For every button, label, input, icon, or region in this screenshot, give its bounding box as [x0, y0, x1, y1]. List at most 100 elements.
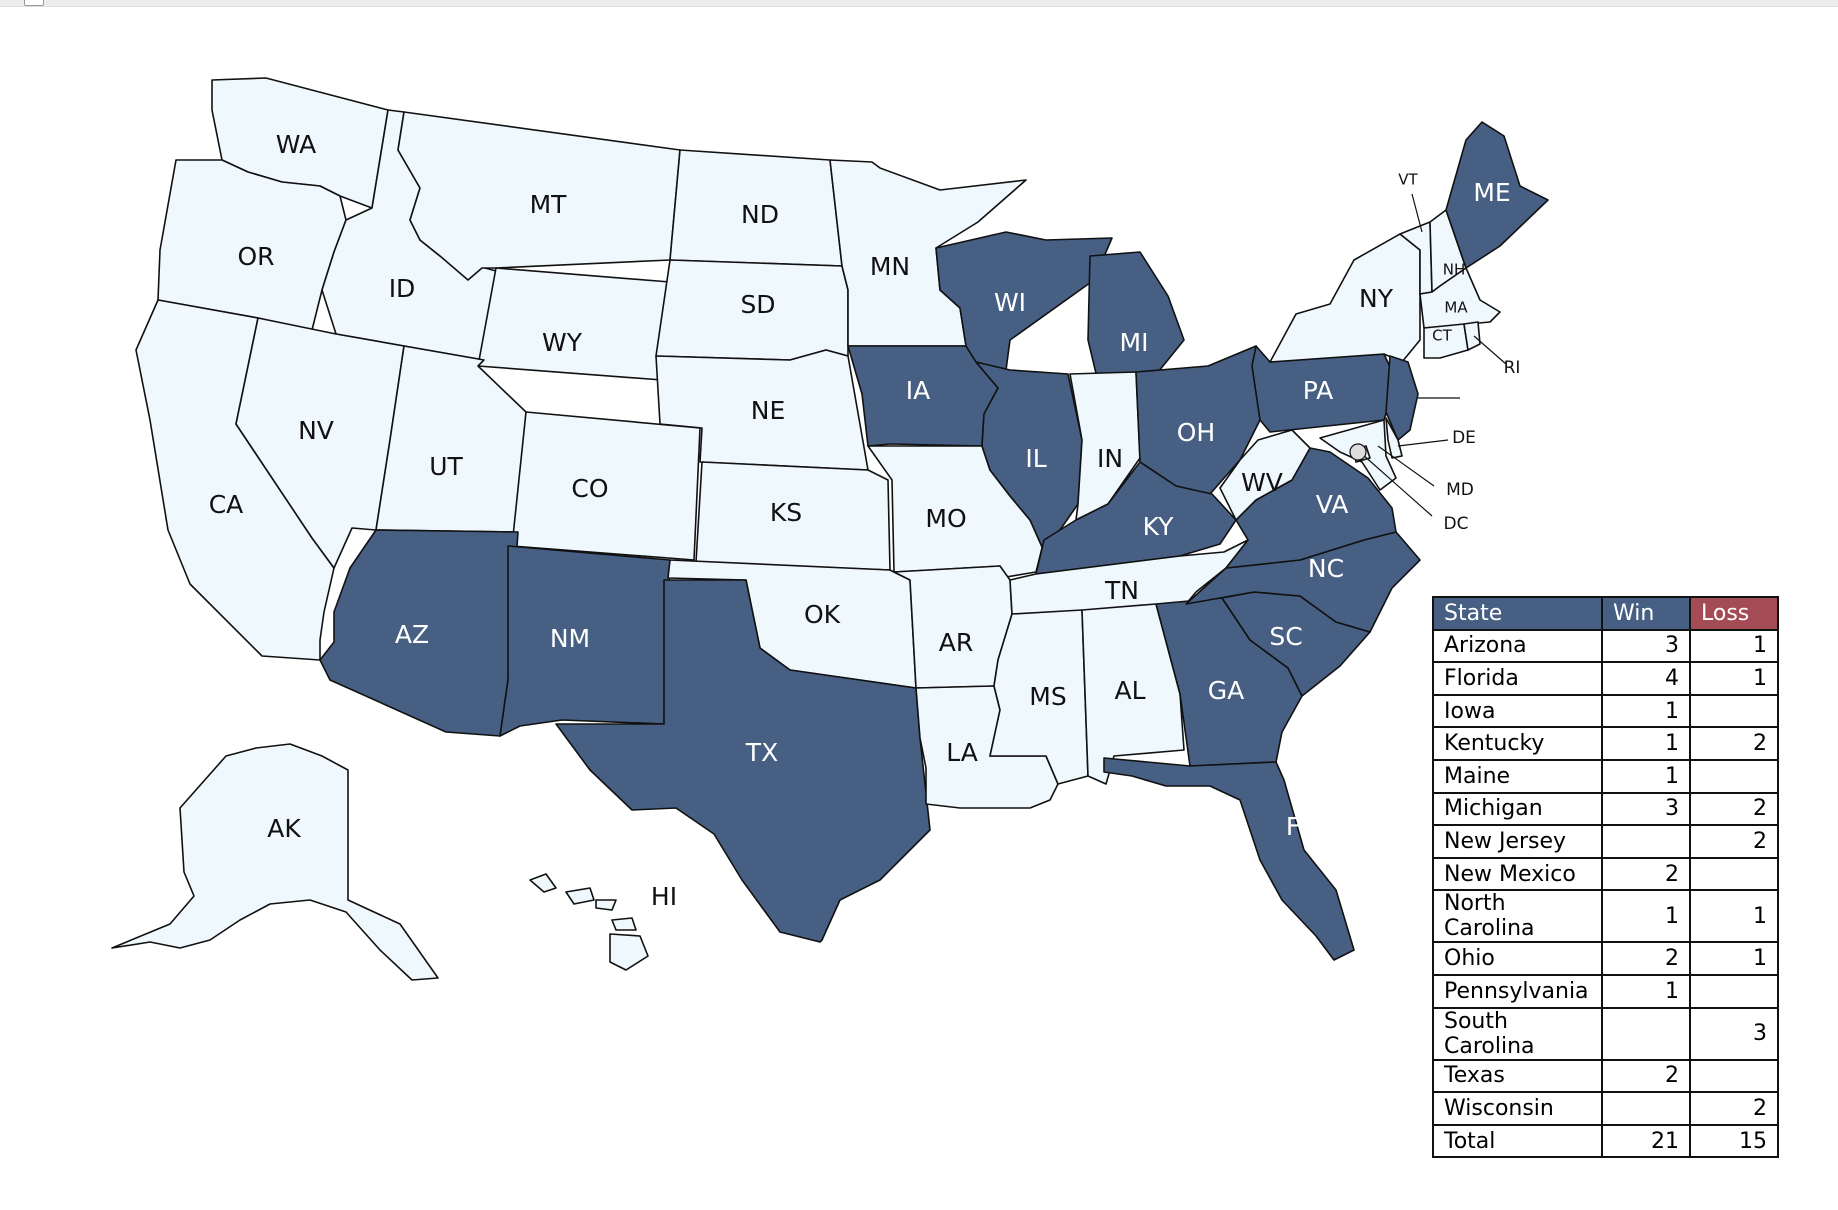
- state-label-tx: TX: [745, 738, 778, 767]
- state-hi: [529, 873, 649, 971]
- state-name-cell: Texas: [1432, 1058, 1603, 1094]
- win-count-cell: 3: [1601, 628, 1691, 664]
- state-label-de: DE: [1452, 428, 1476, 448]
- state-label-ct: CT: [1432, 327, 1452, 345]
- table-row: Michigan 3 2: [1432, 791, 1779, 827]
- state-name-cell: South Carolina: [1432, 1006, 1603, 1061]
- state-label-sd: SD: [740, 290, 775, 319]
- win-count-cell: 3: [1601, 791, 1691, 827]
- state-label-ut: UT: [429, 452, 463, 481]
- win-loss-table: State Win Loss Arizona 3 1 Florida 4 1 Iowa 1 Ke…: [1432, 596, 1779, 1159]
- state-label-az: AZ: [395, 620, 429, 649]
- state-label-ri: RI: [1504, 358, 1521, 378]
- state-label-me: ME: [1473, 178, 1510, 207]
- state-wy: [477, 267, 671, 381]
- state-label-il: IL: [1025, 444, 1046, 473]
- state-label-ok: OK: [804, 600, 841, 629]
- win-count-cell: 1: [1601, 973, 1691, 1009]
- loss-count-cell: [1689, 758, 1779, 794]
- state-name-cell: Florida: [1432, 661, 1603, 696]
- state-label-wv: WV: [1241, 468, 1283, 497]
- state-label-oh: OH: [1177, 418, 1215, 447]
- state-label-pa: PA: [1303, 376, 1334, 405]
- state-label-ms: MS: [1029, 682, 1066, 711]
- state-ks: [695, 461, 891, 571]
- state-name-cell: New Jersey: [1432, 824, 1603, 859]
- table-row: Ohio 2 1: [1432, 941, 1779, 976]
- state-name-cell: Maine: [1432, 758, 1603, 794]
- state-co: [511, 411, 701, 561]
- table-header-row: State Win Loss: [1432, 596, 1779, 631]
- table-row: Pennsylvania 1: [1432, 973, 1779, 1009]
- state-label-nj: NJ: [1467, 388, 1485, 408]
- loss-count-cell: 1: [1689, 889, 1779, 944]
- state-label-fl: FL: [1286, 812, 1314, 841]
- loss-count-cell: 1: [1689, 941, 1779, 976]
- state-nv: [235, 317, 405, 569]
- table-row: South Carolina 3: [1432, 1006, 1779, 1061]
- loss-count-cell: [1689, 973, 1779, 1009]
- loss-count-cell: 1: [1689, 628, 1779, 664]
- table-total-row: Total 21 15: [1432, 1123, 1779, 1159]
- state-label-va: VA: [1316, 490, 1349, 519]
- state-label-ak: AK: [267, 814, 301, 843]
- table-row: Iowa 1: [1432, 693, 1779, 729]
- loss-count-cell: 2: [1689, 791, 1779, 827]
- table-row: Texas 2: [1432, 1058, 1779, 1094]
- toolbar-checkbox[interactable]: [24, 0, 44, 6]
- dc-leader-line: [1361, 453, 1433, 517]
- state-label-mo: MO: [925, 504, 966, 533]
- state-label-or: OR: [237, 242, 274, 271]
- state-de: [1385, 417, 1403, 459]
- state-label-mn: MN: [870, 252, 910, 281]
- win-column-header: Win: [1601, 596, 1691, 631]
- state-label-nh: NH: [1443, 261, 1466, 279]
- win-count-cell: 4: [1601, 661, 1691, 696]
- state-label-ny: NY: [1359, 284, 1394, 313]
- table-row: Florida 4 1: [1432, 661, 1779, 696]
- state-label-ky: KY: [1143, 512, 1175, 541]
- state-label-ks: KS: [770, 498, 802, 527]
- state-label-wy: WY: [542, 328, 583, 357]
- state-label-sc: SC: [1269, 622, 1302, 651]
- state-label-hi: HI: [651, 882, 677, 911]
- loss-count-cell: 15: [1689, 1123, 1779, 1159]
- state-ny: [1269, 233, 1421, 363]
- state-label-in: IN: [1097, 444, 1123, 473]
- win-count-cell: 2: [1601, 856, 1691, 892]
- loss-count-cell: 2: [1689, 726, 1779, 761]
- loss-count-cell: 2: [1689, 1091, 1779, 1126]
- state-label-mi: MI: [1120, 328, 1149, 357]
- table-row: Arizona 3 1: [1432, 628, 1779, 664]
- state-name-cell: Kentucky: [1432, 726, 1603, 761]
- state-label-la: LA: [946, 738, 978, 767]
- dc-marker: [1349, 443, 1367, 461]
- state-name-cell: Michigan: [1432, 791, 1603, 827]
- state-label-vt: VT: [1398, 171, 1418, 189]
- state-name-cell: New Mexico: [1432, 856, 1603, 892]
- state-label-nm: NM: [550, 624, 590, 653]
- state-label-nv: NV: [298, 416, 334, 445]
- top-toolbar-strip: [0, 0, 1838, 7]
- md-leader-line: [1377, 445, 1435, 487]
- state-name-cell: Pennsylvania: [1432, 973, 1603, 1009]
- table-row: New Jersey 2: [1432, 824, 1779, 859]
- state-nj: [1385, 355, 1419, 441]
- loss-count-cell: [1689, 856, 1779, 892]
- state-tn: [1009, 539, 1249, 619]
- loss-column-header: Loss: [1689, 596, 1779, 631]
- state-column-header: State: [1432, 596, 1603, 631]
- win-count-cell: [1601, 1091, 1691, 1126]
- de-leader-line: [1397, 439, 1449, 447]
- loss-count-cell: [1689, 693, 1779, 729]
- win-count-cell: [1601, 824, 1691, 859]
- state-label-wi: WI: [994, 288, 1026, 317]
- state-label-dc: DC: [1444, 514, 1469, 534]
- state-fl: [1103, 757, 1355, 961]
- win-count-cell: 1: [1601, 693, 1691, 729]
- state-label-ca: CA: [209, 490, 244, 519]
- state-label-co: CO: [571, 474, 608, 503]
- state-name-cell: Ohio: [1432, 941, 1603, 976]
- state-name-cell: Wisconsin: [1432, 1091, 1603, 1126]
- table-row: Maine 1: [1432, 758, 1779, 794]
